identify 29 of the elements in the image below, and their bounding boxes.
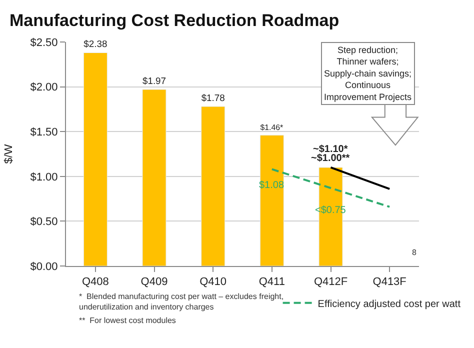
x-tick-label: Q413F — [372, 276, 407, 288]
annotation: ~$1.00** — [311, 153, 350, 164]
x-tick-label: Q408 — [82, 276, 109, 288]
bar — [142, 89, 166, 266]
text: ** For lowest cost modules — [79, 316, 176, 325]
data-label: $1.78 — [201, 92, 225, 103]
x-tick-label: Q411 — [258, 276, 285, 288]
x-tick-label: Q412F — [314, 276, 348, 288]
x-tick-label: Q410 — [200, 276, 227, 288]
data-label: $1.97 — [142, 74, 166, 86]
y-tick-label: $2.00 — [30, 82, 58, 94]
chart-title: Manufacturing Cost Reduction Roadmap — [9, 10, 340, 30]
data-label: $1.46* — [260, 123, 284, 132]
y-tick-label: $0.00 — [30, 260, 58, 273]
text: * Blended manufacturing cost per watt – excludes freight, underutilization and inventory charges — [79, 292, 284, 312]
bar — [201, 106, 226, 266]
bar — [83, 52, 108, 266]
bar — [260, 134, 284, 266]
y-tick-label: $1.50 — [30, 126, 58, 138]
annotation: 8 — [412, 248, 417, 257]
y-tick-label: $1.00 — [30, 171, 58, 184]
data-label: $2.38 — [84, 38, 108, 50]
y-tick-label: $0.50 — [30, 216, 58, 228]
annotation: ~$1.10* — [313, 144, 348, 155]
y-tick-label: $2.50 — [30, 36, 58, 49]
y-axis-title: $/W — [2, 144, 15, 164]
x-tick-label: Q409 — [140, 276, 168, 288]
legend-label: Efficiency adjusted cost per watt — [318, 298, 461, 310]
annotation: Step reduction; Thinner wafers; Supply-chain savings; Continuous Improvement Projects — [324, 45, 412, 102]
